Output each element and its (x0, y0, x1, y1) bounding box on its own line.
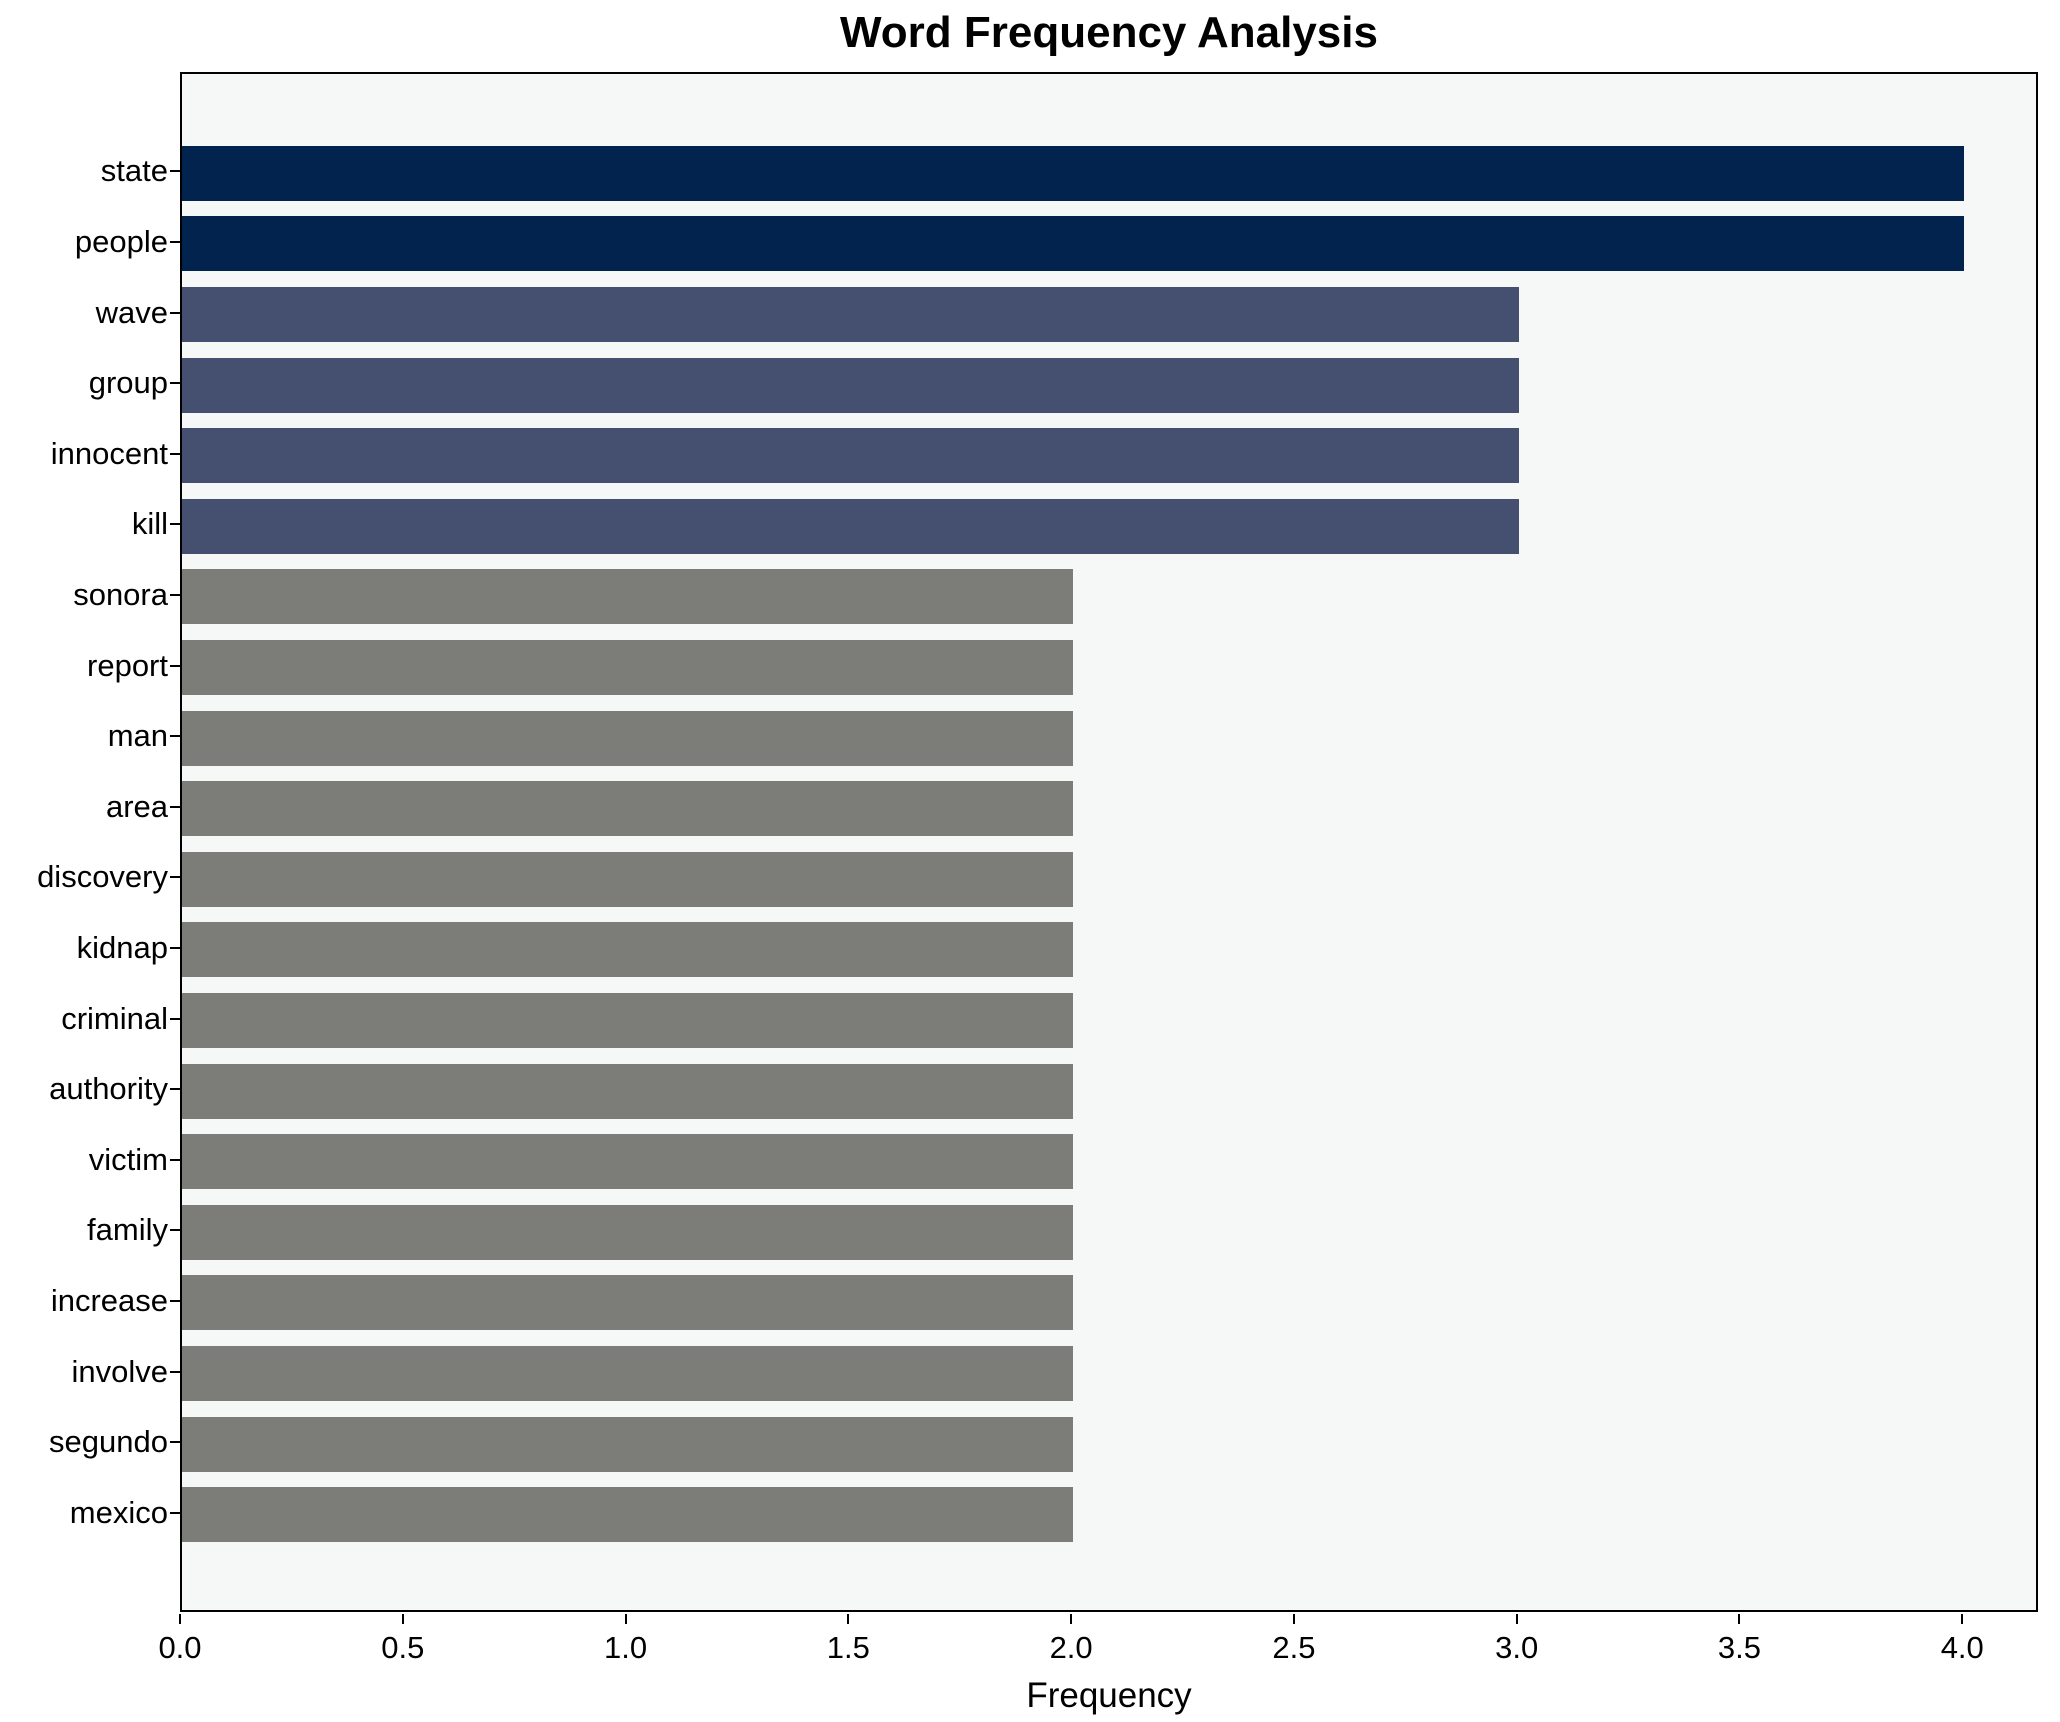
bar-family (182, 1204, 1074, 1260)
x-tick-mark (1515, 1614, 1518, 1624)
bar-sonora (182, 569, 1074, 625)
y-tick-label-group: group (88, 365, 168, 401)
plot-area (180, 72, 2038, 1612)
x-tick-mark (1961, 1614, 1964, 1624)
y-tick-label-state: state (100, 153, 168, 189)
x-tick-mark (847, 1614, 850, 1624)
bar-involve (182, 1346, 1074, 1401)
y-tick-mark (170, 664, 180, 667)
bar-mexico (182, 1487, 1074, 1543)
x-tick-mark (179, 1614, 181, 1624)
y-tick-label-involve: involve (71, 1353, 169, 1389)
y-tick-mark (170, 452, 180, 455)
y-tick-mark (170, 523, 180, 526)
y-tick-label-report: report (87, 647, 168, 683)
x-tick-label-0.5: 0.5 (381, 1630, 425, 1665)
y-tick-mark (170, 1229, 180, 1232)
bar-people (182, 216, 1965, 272)
x-tick-mark (1070, 1614, 1073, 1624)
y-tick-mark (170, 1299, 180, 1302)
x-tick-mark (1738, 1614, 1741, 1624)
y-tick-mark (170, 382, 180, 385)
y-tick-mark (170, 1370, 180, 1373)
y-tick-mark (170, 311, 180, 314)
y-tick-label-victim: victim (88, 1141, 168, 1177)
y-tick-label-discovery: discovery (37, 859, 168, 895)
x-tick-label-4.0: 4.0 (1940, 1630, 1984, 1665)
x-tick-mark (1292, 1614, 1295, 1624)
y-tick-mark (170, 240, 180, 243)
y-tick-label-criminal: criminal (61, 1000, 168, 1036)
bar-criminal (182, 993, 1074, 1048)
y-tick-label-kidnap: kidnap (76, 929, 168, 965)
y-tick-label-mexico: mexico (69, 1494, 168, 1530)
y-tick-mark (170, 805, 180, 808)
bar-authority (182, 1063, 1074, 1119)
bar-discovery (182, 851, 1074, 907)
bar-area (182, 781, 1074, 837)
y-tick-mark (170, 1511, 180, 1514)
y-tick-mark (170, 170, 180, 173)
y-tick-mark (170, 946, 180, 949)
y-tick-label-kill: kill (131, 506, 168, 542)
y-tick-label-people: people (74, 223, 168, 259)
x-tick-label-2.5: 2.5 (1272, 1630, 1316, 1665)
y-tick-label-innocent: innocent (50, 435, 168, 471)
y-tick-mark (170, 593, 180, 596)
bar-innocent (182, 428, 1519, 484)
y-tick-label-family: family (87, 1212, 168, 1248)
y-tick-mark (170, 735, 180, 738)
y-tick-label-wave: wave (95, 294, 168, 330)
bar-kidnap (182, 922, 1074, 978)
y-tick-label-segundo: segundo (49, 1424, 168, 1460)
y-tick-label-sonora: sonora (73, 576, 168, 612)
bar-increase (182, 1275, 1074, 1331)
y-tick-mark (170, 1017, 180, 1020)
bar-segundo (182, 1416, 1074, 1472)
x-tick-label-1.0: 1.0 (604, 1630, 648, 1665)
x-tick-mark (624, 1614, 627, 1624)
x-tick-label-3.0: 3.0 (1495, 1630, 1539, 1665)
x-tick-label-2.0: 2.0 (1049, 1630, 1093, 1665)
y-tick-label-area: area (105, 788, 168, 824)
x-axis-label: Frequency (1026, 1676, 1192, 1715)
bar-wave (182, 287, 1519, 342)
bar-group (182, 357, 1519, 413)
y-tick-label-increase: increase (50, 1282, 168, 1318)
bar-victim (182, 1134, 1074, 1190)
y-tick-mark (170, 1088, 180, 1091)
bar-state (182, 145, 1965, 201)
x-tick-label-0.0: 0.0 (158, 1630, 202, 1665)
chart-title: Word Frequency Analysis (840, 8, 1378, 57)
x-tick-label-3.5: 3.5 (1717, 1630, 1762, 1665)
y-tick-mark (170, 876, 180, 879)
y-tick-label-man: man (107, 718, 168, 754)
y-tick-label-authority: authority (49, 1071, 168, 1107)
y-tick-mark (170, 1158, 180, 1161)
bar-man (182, 710, 1074, 766)
x-tick-label-1.5: 1.5 (826, 1630, 870, 1665)
bar-report (182, 640, 1074, 695)
y-tick-mark (170, 1441, 180, 1444)
bar-kill (182, 498, 1519, 554)
x-tick-mark (401, 1614, 404, 1624)
